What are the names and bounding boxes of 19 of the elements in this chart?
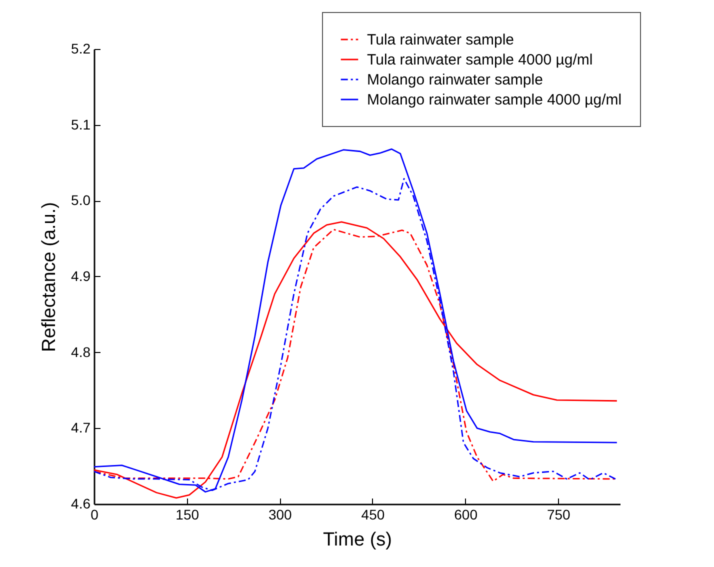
y-tick-label: 4.6	[71, 496, 91, 512]
x-tick-label: 750	[546, 506, 571, 522]
legend-label: Tula rainwater sample 4000 µg/ml	[367, 52, 593, 68]
x-tick-label: 300	[268, 506, 292, 522]
y-tick-label: 5.2	[71, 40, 91, 56]
y-tick-label: 4.9	[71, 268, 91, 284]
legend-label: Molango rainwater sample	[367, 72, 543, 88]
y-tick-label: 4.8	[71, 344, 91, 360]
x-tick-label: 150	[176, 506, 200, 522]
y-tick-label: 5.0	[71, 192, 91, 208]
y-tick-label: 4.7	[71, 420, 91, 436]
x-tick-label: 600	[454, 506, 478, 522]
x-tick-label: 0	[90, 506, 99, 522]
legend-label: Molango rainwater sample 4000 µg/ml	[367, 92, 622, 108]
y-tick-label: 5.1	[71, 116, 91, 132]
legend-label: Tula rainwater sample	[367, 32, 514, 48]
x-axis-title: Time (s)	[323, 530, 392, 550]
y-axis-title: Reflectance (a.u.)	[39, 202, 60, 352]
x-tick-label: 450	[361, 506, 385, 522]
